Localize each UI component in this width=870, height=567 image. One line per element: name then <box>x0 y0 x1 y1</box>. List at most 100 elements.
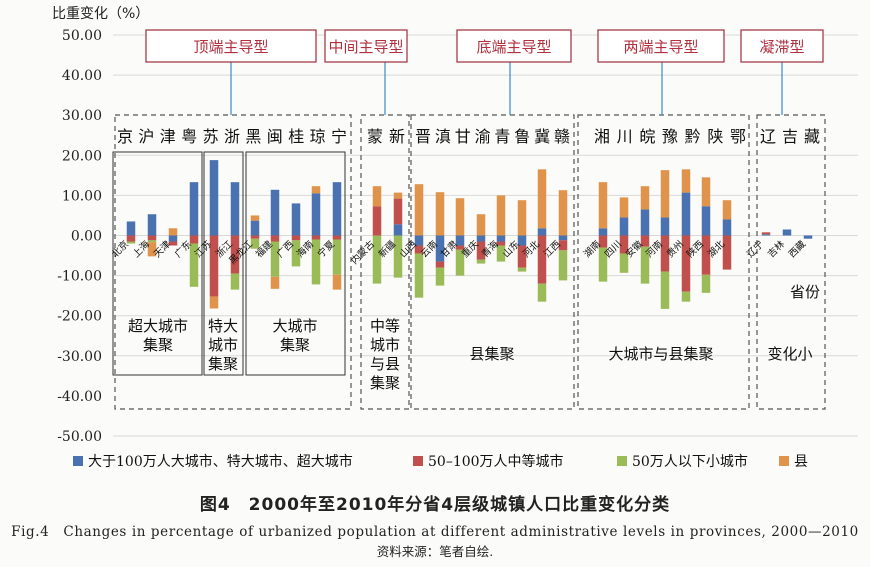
bar-segment <box>250 235 260 239</box>
bars <box>126 160 813 309</box>
bar-segment <box>168 228 178 236</box>
y-tick-label: 30.00 <box>62 108 102 124</box>
y-tick-label: -10.00 <box>57 269 102 285</box>
bar-segment <box>660 235 670 272</box>
bar-segment <box>496 241 506 246</box>
category-label: 西藏 <box>786 238 808 260</box>
bar-segment <box>230 235 240 274</box>
bar-segment <box>537 235 547 284</box>
bar-segment <box>761 232 771 235</box>
bar-segment <box>126 221 136 236</box>
bar-segment <box>619 197 629 218</box>
bar-segment <box>619 253 629 273</box>
bar-segment <box>311 193 321 236</box>
bar-segment <box>598 247 608 282</box>
y-gridlines <box>113 34 858 437</box>
legend-label: 县 <box>794 454 808 470</box>
bar-segment <box>660 271 670 309</box>
bar-segment <box>598 182 608 229</box>
cluster-box-super <box>112 151 203 376</box>
bar-segment <box>168 241 178 246</box>
bar-segment <box>209 235 219 297</box>
bar-segment <box>660 170 670 218</box>
bar-segment <box>291 240 301 267</box>
bar-segment <box>414 245 424 254</box>
bar-segment <box>476 235 486 242</box>
y-tick-label: 50.00 <box>62 28 102 44</box>
cluster-label-mega: 特大城市集聚 <box>208 317 238 373</box>
bar-segment <box>414 253 424 298</box>
group-label-box-stagnant <box>740 29 824 63</box>
group-connectors <box>230 62 783 115</box>
bar-segment <box>722 219 732 236</box>
figure-title: 图4 2000年至2010年分省4层级城镇人口比重变化分类 <box>199 495 671 515</box>
bar-segment <box>701 274 711 293</box>
y-tick-label: -50.00 <box>57 429 102 445</box>
bar-segment <box>372 206 382 236</box>
bar-segment <box>270 241 280 277</box>
cluster-boxes <box>112 151 346 376</box>
legend-label: 大于100万人大城市、特大城市、超大城市 <box>88 453 353 470</box>
group-boxes <box>114 114 826 410</box>
cluster-label-large-county: 大城市与县集聚 <box>608 345 713 363</box>
bar-segment <box>681 235 691 292</box>
y-axis-label: 比重变化（%） <box>52 6 149 22</box>
bar-segment <box>291 235 301 241</box>
group-label-two-ends: 两端主导型 <box>623 38 698 56</box>
bar-segment <box>701 177 711 207</box>
y-tick-label: 10.00 <box>62 188 102 204</box>
province-row-bottom: 晋滇甘渝青鲁冀赣 <box>415 127 570 146</box>
bar-segment <box>558 190 568 236</box>
legend-label: 50万人以下小城市 <box>632 453 748 470</box>
bar-segment <box>209 160 219 236</box>
bar-segment <box>291 203 301 236</box>
bar-segment <box>311 235 321 240</box>
legend: 大于100万人大城市、特大城市、超大城市 50–100万人中等城市 50万人以下小城… <box>73 453 808 470</box>
bar-segment <box>782 229 792 236</box>
y-tick-label: -40.00 <box>57 389 102 405</box>
bar-segment <box>558 250 568 281</box>
bar-segment <box>126 241 136 244</box>
bar-segment <box>517 245 527 268</box>
province-row-top: 京沪津粤苏浙黑闽桂琼宁 <box>117 127 347 146</box>
cluster-label-super: 超大城市集聚 <box>128 317 188 354</box>
cluster-box-mega <box>203 151 244 376</box>
bar-segment <box>761 234 771 236</box>
group-label-top: 顶端主导型 <box>193 38 268 56</box>
province-row-two-ends: 湘川皖豫黔陕鄂 <box>594 127 746 146</box>
bar-segment <box>393 235 403 278</box>
bar-segment <box>496 195 506 236</box>
bar-segment <box>250 215 260 221</box>
bar-segment <box>537 283 547 302</box>
bar-segment <box>476 241 486 260</box>
bar-segment <box>270 189 280 236</box>
bar-segment <box>270 235 280 242</box>
legend-swatch <box>73 456 83 466</box>
bar-segment <box>414 235 424 246</box>
bar-segment <box>372 186 382 207</box>
bar-segment <box>681 192 691 236</box>
bar-segment <box>558 240 568 251</box>
bar-segment <box>230 273 240 290</box>
bar-segment <box>640 209 650 236</box>
y-tick-label: 0.00 <box>71 229 102 245</box>
y-tick-label: 40.00 <box>62 68 102 84</box>
bar-segment <box>393 198 403 225</box>
bar-segment <box>517 235 527 246</box>
cluster-label-large: 大城市集聚 <box>272 317 317 354</box>
province-row-stagnant: 辽吉藏 <box>760 127 820 146</box>
bar-segment <box>311 239 321 285</box>
group-box-two-ends <box>577 114 750 410</box>
category-label: 吉林 <box>765 238 787 260</box>
bar-segment <box>619 217 629 236</box>
group-box-top <box>114 114 352 410</box>
bar-segment <box>435 192 445 236</box>
bar-segment <box>496 245 506 262</box>
bar-segment <box>311 186 321 194</box>
group-label-box-two-ends <box>597 29 725 63</box>
bar-segment <box>372 235 382 284</box>
bar-segment <box>517 267 527 272</box>
y-tick-label: 20.00 <box>62 148 102 164</box>
bar-segment <box>189 235 199 244</box>
